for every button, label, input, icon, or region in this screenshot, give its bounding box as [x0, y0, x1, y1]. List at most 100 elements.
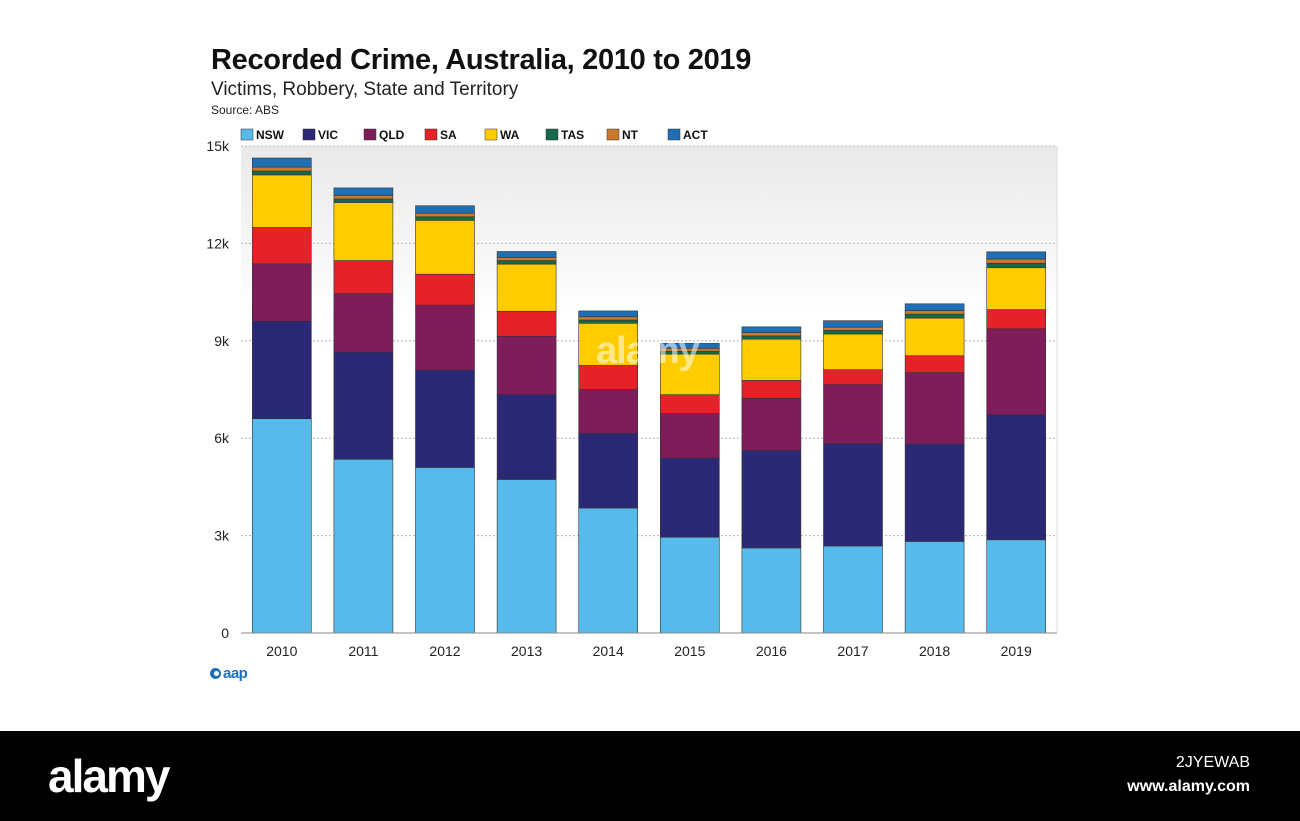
watermark-bar: alamy 2JYEWAB www.alamy.com	[0, 731, 1300, 821]
bar-segment-tas-2016	[741, 335, 802, 340]
bar-segment-qld-2016	[741, 397, 802, 451]
bar-segment-nsw-2014	[578, 507, 639, 634]
bar-segment-nsw-2013	[496, 479, 557, 634]
x-tick-label: 2016	[756, 643, 787, 659]
bar-segment-wa-2018	[904, 317, 965, 357]
bar-segment-vic-2014	[578, 433, 639, 509]
bar-segment-nsw-2019	[986, 539, 1047, 634]
bar-segment-nt-2010	[252, 166, 312, 172]
x-tick-label: 2013	[511, 643, 542, 659]
legend-swatch-act	[667, 128, 681, 141]
bar-segment-sa-2013	[496, 310, 557, 337]
bar-segment-sa-2015	[659, 394, 720, 414]
y-tick-label: 12k	[206, 235, 230, 251]
legend-label-nt: NT	[622, 128, 639, 142]
bar-segment-nt-2014	[578, 316, 639, 321]
bar-segment-vic-2015	[659, 457, 720, 538]
bar-segment-tas-2017	[823, 330, 883, 335]
bar-segment-tas-2011	[333, 198, 394, 203]
aap-logo-icon	[210, 668, 221, 679]
stacked-bar-chart: NSW VIC QLD SA WA TAS NT ACT 0 3k 6k 9k 12k 15k 2010…	[206, 128, 1058, 659]
legend-label-qld: QLD	[379, 128, 405, 142]
bar-segment-sa-2019	[986, 309, 1047, 330]
bar-segment-qld-2010	[252, 263, 312, 322]
legend-swatch-sa	[424, 128, 438, 141]
bar-segment-vic-2010	[252, 321, 312, 420]
y-tick-label: 6k	[214, 430, 230, 446]
bar-segment-vic-2013	[496, 394, 557, 480]
watermark-brand: alamy	[48, 750, 170, 802]
x-axis: 2010 2011 2012 2013 2014 2015 2016 2017 2018 2019	[266, 643, 1032, 659]
bar-segment-nt-2017	[823, 326, 883, 331]
watermark-url: www.alamy.com	[1127, 778, 1250, 795]
legend-label-sa: SA	[440, 128, 457, 142]
x-tick-label: 2019	[1001, 643, 1032, 659]
bar-segment-qld-2012	[415, 304, 475, 371]
bar-segment-nt-2011	[333, 195, 394, 200]
bar-segment-wa-2014	[578, 322, 639, 366]
legend-label-vic: VIC	[318, 128, 338, 142]
bar-segment-act-2010	[252, 157, 312, 168]
bar-segment-vic-2019	[986, 414, 1047, 541]
bar-segment-act-2011	[333, 187, 394, 196]
bar-segment-act-2015	[659, 343, 720, 349]
bar-segment-nsw-2010	[252, 418, 312, 634]
bar-segment-sa-2011	[333, 260, 394, 295]
x-tick-label: 2012	[429, 643, 460, 659]
bar-segment-nsw-2016	[741, 547, 802, 634]
y-axis: 0 3k 6k 9k 12k 15k	[206, 138, 230, 641]
bar-segment-tas-2010	[252, 170, 312, 176]
bar-segment-vic-2011	[333, 351, 394, 460]
bar-segment-nsw-2015	[659, 536, 720, 634]
chart-legend: NSW VIC QLD SA WA TAS NT ACT	[240, 128, 708, 142]
legend-label-wa: WA	[500, 128, 520, 142]
bar-segment-sa-2010	[252, 227, 312, 265]
legend-swatch-vic	[302, 128, 316, 141]
x-tick-label: 2017	[837, 643, 868, 659]
bar-segment-tas-2015	[659, 350, 720, 355]
bar-segment-act-2016	[741, 326, 802, 333]
bar-segment-nt-2012	[415, 212, 475, 218]
aap-logo-text: aap	[223, 665, 248, 682]
x-tick-label: 2010	[266, 643, 297, 659]
bar-segment-act-2013	[496, 251, 557, 258]
bar-segment-wa-2017	[823, 333, 883, 370]
y-tick-label: 0	[221, 625, 229, 641]
bar-segment-nt-2018	[904, 310, 965, 315]
bar-segment-nt-2019	[986, 258, 1047, 264]
x-tick-label: 2015	[674, 643, 705, 659]
bar-segment-nsw-2017	[823, 545, 883, 634]
bar-segment-sa-2018	[904, 355, 965, 373]
bar-segment-qld-2014	[578, 389, 639, 434]
bar-segment-qld-2017	[823, 384, 883, 445]
bar-segment-sa-2017	[823, 369, 883, 385]
bar-segment-act-2018	[904, 303, 965, 311]
bar-segment-tas-2013	[496, 260, 557, 265]
y-tick-label: 9k	[214, 333, 230, 349]
bar-segment-act-2014	[578, 310, 639, 318]
chart-subtitle: Victims, Robbery, State and Territory	[211, 79, 519, 100]
bar-segment-act-2012	[415, 205, 475, 214]
bar-segment-nsw-2018	[904, 541, 965, 634]
bar-segment-nt-2013	[496, 257, 557, 261]
aap-logo: aap	[210, 665, 248, 682]
legend-label-tas: TAS	[561, 128, 584, 142]
bar-segment-nsw-2011	[333, 459, 394, 634]
bar-segment-nsw-2012	[415, 467, 475, 634]
legend-swatch-nsw	[240, 128, 254, 141]
bar-segment-vic-2018	[904, 443, 965, 542]
bar-segment-vic-2017	[823, 443, 883, 547]
y-tick-label: 3k	[214, 528, 230, 544]
bar-segment-vic-2016	[741, 450, 802, 549]
bar-segment-wa-2011	[333, 202, 394, 261]
legend-label-act: ACT	[683, 128, 708, 142]
bar-segment-wa-2015	[659, 353, 720, 395]
bar-segment-act-2017	[823, 320, 883, 328]
bar-segment-wa-2012	[415, 220, 475, 275]
bar-segment-qld-2015	[659, 413, 720, 459]
bar-segment-nt-2016	[741, 332, 802, 337]
chart-source: Source: ABS	[211, 103, 280, 117]
bar-segment-tas-2012	[415, 216, 475, 221]
x-tick-label: 2014	[593, 643, 624, 659]
bar-segment-sa-2014	[578, 365, 639, 390]
